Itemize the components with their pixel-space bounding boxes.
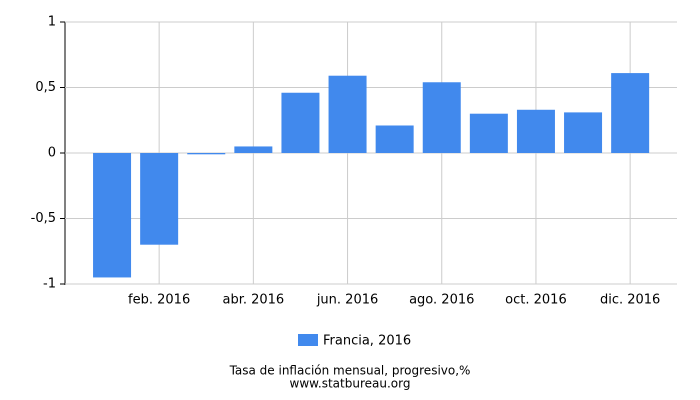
y-tick-label: -1 (43, 277, 56, 292)
x-tick-label: ago. 2016 (409, 293, 474, 308)
bar (234, 146, 273, 153)
bar (93, 153, 132, 278)
bar (611, 73, 650, 153)
legend-swatch (298, 334, 318, 346)
y-tick-label: 1 (48, 15, 56, 30)
bar (564, 112, 603, 153)
x-tick-label: jun. 2016 (316, 293, 378, 308)
bar (140, 153, 179, 245)
chart-source: www.statbureau.org (290, 377, 411, 391)
x-tick-label: feb. 2016 (128, 293, 190, 308)
bar (469, 113, 508, 153)
y-tick-label: -0,5 (31, 211, 56, 226)
x-tick-label: dic. 2016 (600, 293, 660, 308)
y-tick-label: 0 (48, 146, 56, 161)
bar (187, 153, 226, 155)
bar (328, 75, 367, 153)
x-tick-label: abr. 2016 (222, 293, 284, 308)
bar (516, 109, 555, 153)
bar (281, 92, 320, 153)
chart-subtitle: Tasa de inflación mensual, progresivo,% (229, 364, 471, 378)
bar (422, 82, 461, 153)
x-tick-label: oct. 2016 (505, 293, 567, 308)
y-tick-label: 0,5 (35, 80, 56, 95)
legend-label: Francia, 2016 (323, 334, 411, 349)
bar (375, 125, 414, 153)
